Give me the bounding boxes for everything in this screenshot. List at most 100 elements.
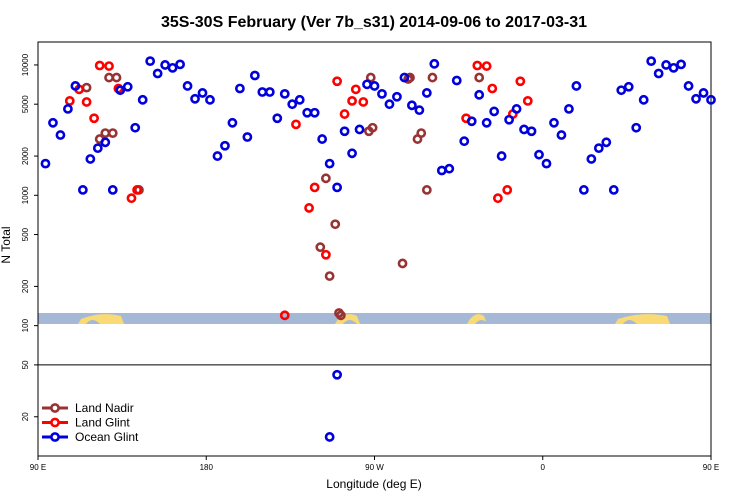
data-point — [85, 154, 96, 164]
data-point — [492, 193, 503, 204]
plot-frame — [37, 41, 712, 457]
data-point — [392, 91, 402, 102]
data-point — [519, 124, 529, 135]
data-point — [350, 84, 361, 95]
data-point — [330, 219, 341, 230]
data-point — [122, 81, 133, 92]
data-point — [145, 56, 156, 67]
data-point — [81, 97, 92, 107]
data-point — [302, 107, 313, 118]
x-tick-label: 90 W — [365, 463, 384, 472]
data-point — [429, 58, 440, 69]
data-point — [335, 310, 346, 321]
data-point — [107, 185, 118, 195]
data-point — [332, 76, 343, 87]
data-point — [317, 134, 328, 144]
series-ocean-glint — [40, 56, 716, 195]
data-point — [436, 165, 447, 176]
x-axis-ticks: 90 E 180 90 W 0 90 E — [30, 456, 719, 472]
data-point — [64, 95, 75, 106]
data-point — [691, 93, 701, 104]
data-point — [515, 76, 526, 87]
data-point — [556, 130, 567, 140]
data-point — [489, 106, 500, 117]
data-point — [676, 59, 686, 70]
data-point — [571, 81, 582, 91]
data-point — [549, 117, 559, 128]
data-point — [107, 128, 118, 139]
data-point — [89, 113, 99, 124]
data-point — [399, 72, 410, 83]
data-point — [578, 185, 589, 195]
data-point — [77, 185, 88, 195]
ocean-notch — [86, 320, 100, 324]
data-point — [706, 94, 716, 105]
data-point — [70, 81, 81, 91]
data-point — [324, 271, 335, 281]
legend-marker — [50, 432, 60, 442]
data-point — [616, 85, 627, 96]
legend-marker — [50, 403, 60, 413]
data-point — [309, 107, 320, 118]
data-point — [511, 104, 522, 114]
data-point — [347, 148, 357, 159]
data-point — [100, 137, 111, 148]
data-point — [427, 72, 438, 83]
y-tick-label: 50 — [21, 360, 30, 369]
data-points — [40, 56, 716, 442]
data-point — [132, 185, 142, 195]
data-point — [324, 432, 335, 442]
x-tick-label: 180 — [200, 463, 214, 472]
y-tick-label: 10000 — [21, 53, 30, 76]
data-point — [698, 88, 709, 98]
y-tick-label: 100 — [21, 318, 30, 332]
data-point — [111, 72, 122, 83]
series-ocean-glint-low-counts- — [324, 369, 343, 442]
data-point — [526, 126, 537, 137]
data-point — [661, 60, 672, 70]
data-point — [167, 62, 178, 73]
y-tick-label: 5000 — [21, 95, 30, 113]
data-point — [541, 158, 552, 169]
data-point — [304, 203, 314, 213]
data-point — [354, 124, 365, 135]
data-point — [487, 83, 498, 94]
data-point — [320, 173, 331, 184]
data-point — [481, 117, 492, 128]
data-point — [466, 116, 477, 127]
data-point — [272, 113, 283, 124]
data-point — [377, 88, 387, 99]
ocean-notch — [475, 320, 489, 324]
legend-label: Ocean Glint — [75, 430, 139, 444]
data-point — [160, 60, 171, 70]
data-point — [81, 82, 92, 93]
chart-title: 35S-30S February (Ver 7b_s31) 2014-09-06… — [161, 14, 587, 31]
y-tick-label: 20 — [21, 412, 30, 421]
y-tick-label: 2000 — [21, 147, 30, 165]
data-point — [315, 242, 326, 253]
data-point — [205, 94, 215, 105]
x-tick-label: 90 E — [703, 463, 719, 472]
data-point — [332, 182, 343, 193]
data-point — [564, 104, 574, 114]
data-point — [481, 61, 492, 71]
data-point — [242, 132, 253, 142]
ocean-notch — [623, 320, 637, 324]
data-point — [339, 126, 350, 137]
data-point — [264, 87, 275, 97]
data-point — [152, 68, 163, 79]
x-tick-label: 0 — [541, 463, 546, 472]
data-point — [474, 72, 485, 83]
data-point — [197, 88, 208, 98]
legend-label: Land Nadir — [75, 401, 134, 415]
data-point — [414, 105, 425, 116]
data-point — [608, 185, 619, 195]
data-point — [623, 81, 634, 92]
data-point — [472, 60, 483, 71]
data-point — [332, 369, 343, 380]
data-point — [367, 122, 378, 133]
ocean-band — [38, 313, 711, 324]
data-point — [257, 87, 268, 97]
data-point — [279, 88, 290, 99]
